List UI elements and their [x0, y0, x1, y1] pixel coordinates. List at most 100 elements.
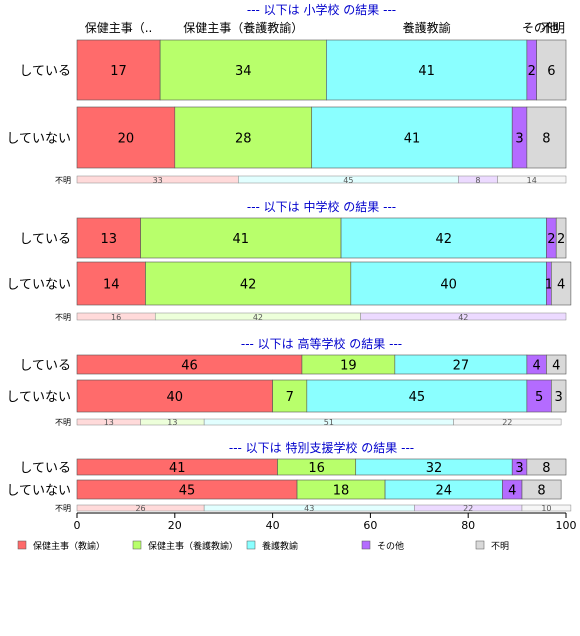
- panel-3: --- 以下は 高等学校 の結果 --- している 46 19 27 4 4 していない 40 7…: [6, 336, 567, 427]
- unknown-row: 不明 26 43 22 10: [55, 504, 572, 513]
- bar-segment: [555, 217, 567, 259]
- bar-row: していない 45 18 24 4 8: [6, 479, 562, 500]
- data-label: 41: [169, 461, 186, 476]
- chart-legend: 保健主事（教諭） 保健主事（養護教諭） 養護教諭 その他 不明: [17, 540, 509, 552]
- unknown-value: 42: [253, 313, 263, 322]
- column-label: その他: [522, 21, 558, 35]
- unknown-row: 不明 13 13 51 22: [55, 418, 562, 427]
- data-label: 19: [340, 359, 357, 374]
- data-label: 40: [167, 390, 184, 405]
- x-tick-label: 80: [461, 519, 475, 532]
- bar-segment: [306, 379, 528, 413]
- bar-row: していない 20 28 41 3 8: [6, 106, 567, 169]
- x-axis: 0 20 40 60 80 100: [74, 512, 577, 532]
- unknown-segment: [497, 175, 567, 184]
- unknown-row: 不明 16 42 42: [55, 312, 567, 322]
- bar-segment: [76, 106, 176, 169]
- column-label: 不明: [541, 21, 565, 35]
- bar-segment: [526, 106, 567, 169]
- bar-segment: [350, 261, 547, 306]
- unknown-value: 51: [324, 418, 334, 427]
- data-label: 6: [547, 64, 555, 79]
- data-label: 7: [286, 390, 294, 405]
- unknown-value: 22: [502, 418, 512, 427]
- bar-segment: [145, 261, 352, 306]
- panel-title: --- 以下は 特別支援学校 の結果 ---: [229, 440, 414, 455]
- data-label: 4: [508, 484, 516, 499]
- unknown-value: 45: [343, 176, 353, 185]
- panel-2: --- 以下は 中学校 の結果 --- している 13 41 42 2 2 していない 14 42…: [6, 199, 572, 322]
- legend-label: 保健主事（教諭）: [33, 540, 105, 552]
- unknown-label: 不明: [55, 313, 71, 322]
- data-label: 24: [435, 484, 452, 499]
- panel-4: --- 以下は 特別支援学校 の結果 --- している 41 16 32 3 8 していない 4…: [6, 440, 572, 513]
- unknown-label: 不明: [55, 504, 71, 513]
- column-label: 保健主事（養護教諭）: [183, 20, 303, 35]
- legend-swatch: [361, 540, 371, 550]
- row-label: していない: [6, 132, 71, 147]
- data-label: 45: [179, 484, 196, 499]
- row-label: していない: [6, 278, 71, 293]
- unknown-value: 8: [475, 176, 480, 185]
- data-label: 42: [240, 278, 257, 293]
- legend-swatch: [246, 540, 256, 550]
- row-label: していない: [6, 484, 71, 499]
- legend-label: 保健主事（養護教諭）: [148, 540, 238, 552]
- bar-row: している 46 19 27 4 4: [19, 354, 567, 375]
- x-tick-label: 0: [74, 519, 81, 532]
- unknown-value: 16: [111, 313, 121, 322]
- data-label: 41: [418, 64, 435, 79]
- bar-segment: [526, 379, 552, 413]
- data-label: 2: [557, 232, 565, 247]
- unknown-label: 不明: [55, 418, 71, 427]
- unknown-row: 不明 33 45 8 14: [55, 175, 567, 185]
- row-label: している: [19, 64, 71, 79]
- data-label: 45: [409, 390, 426, 405]
- data-label: 42: [435, 232, 452, 247]
- legend-label: 不明: [491, 541, 509, 552]
- data-label: 8: [542, 461, 550, 476]
- unknown-segment: [360, 312, 567, 321]
- bar-segment: [536, 39, 567, 101]
- legend-label: 養護教諭: [262, 540, 298, 552]
- data-label: 3: [555, 390, 563, 405]
- data-label: 18: [333, 484, 350, 499]
- data-label: 46: [181, 359, 198, 374]
- x-tick-label: 40: [266, 519, 280, 532]
- unknown-segment: [453, 418, 562, 426]
- unknown-value: 42: [458, 313, 468, 322]
- unknown-value: 43: [304, 504, 314, 513]
- data-label: 3: [515, 461, 523, 476]
- bar-segment: [551, 261, 572, 306]
- bar-segment: [272, 379, 308, 413]
- unknown-value: 14: [527, 176, 537, 185]
- bar-segment: [76, 261, 146, 306]
- unknown-label: 不明: [55, 176, 71, 185]
- unknown-value: 26: [135, 504, 145, 513]
- data-label: 3: [515, 132, 523, 147]
- data-label: 34: [235, 64, 252, 79]
- row-label: している: [19, 359, 71, 374]
- bar-segment: [159, 39, 327, 101]
- data-label: 2: [547, 232, 555, 247]
- legend-swatch: [132, 540, 142, 550]
- data-label: 16: [308, 461, 325, 476]
- data-label: 4: [557, 278, 565, 293]
- legend-item: 保健主事（教諭）: [17, 540, 105, 552]
- legend-swatch: [475, 540, 485, 550]
- data-label: 28: [235, 132, 252, 147]
- x-tick-label: 100: [556, 519, 577, 532]
- legend-item: 保健主事（養護教諭）: [132, 540, 238, 552]
- chart-panels: --- 以下は 小学校 の結果 --- 保健主事（.. 保健主事（養護教諭） 養護教諭…: [6, 2, 572, 513]
- data-label: 13: [101, 232, 118, 247]
- bar-segment: [521, 479, 562, 500]
- row-label: している: [19, 461, 71, 476]
- data-label: 8: [542, 132, 550, 147]
- x-tick-label: 60: [363, 519, 377, 532]
- data-label: 5: [535, 390, 543, 405]
- unknown-value: 10: [541, 504, 551, 513]
- data-label: 32: [426, 461, 443, 476]
- data-label: 14: [103, 278, 120, 293]
- data-label: 1: [545, 278, 553, 293]
